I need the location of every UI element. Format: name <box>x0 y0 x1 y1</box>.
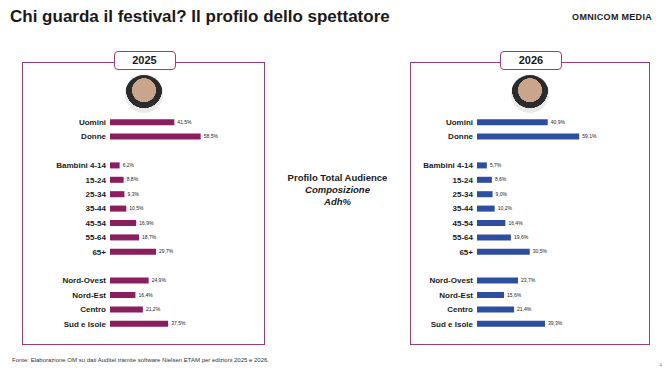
html-text:2026: 2026 <box>518 54 544 66</box>
svg-text:65+: 65+ <box>92 248 106 257</box>
html-text:Adh%: Adh% <box>324 196 351 207</box>
html-text:Fonte: Elaborazione OM su dati: Fonte: Elaborazione OM su dati Auditel t… <box>12 357 269 363</box>
svg-text:Uomini: Uomini <box>79 118 106 127</box>
svg-text:Nord-Ovest: Nord-Ovest <box>429 276 473 285</box>
svg-text:24,9%: 24,9% <box>152 277 167 283</box>
svg-text:45-54: 45-54 <box>453 219 474 228</box>
svg-text:29,7%: 29,7% <box>159 248 174 254</box>
svg-text:9,0%: 9,0% <box>496 191 508 197</box>
svg-text:Centro: Centro <box>447 305 473 314</box>
svg-text:37,5%: 37,5% <box>171 320 186 326</box>
svg-text:6,2%: 6,2% <box>123 162 135 168</box>
svg-text:Bambini 4-14: Bambini 4-14 <box>56 161 106 170</box>
svg-text:19,6%: 19,6% <box>514 234 529 240</box>
svg-text:10,5%: 10,5% <box>129 205 144 211</box>
svg-text:18,7%: 18,7% <box>142 234 157 240</box>
html-text:Chi guarda il festival? Il pro: Chi guarda il festival? Il profilo dello… <box>10 7 390 26</box>
svg-text:59,1%: 59,1% <box>582 133 597 139</box>
svg-text:Uomini: Uomini <box>446 118 473 127</box>
svg-text:30,5%: 30,5% <box>533 248 548 254</box>
svg-text:Bambini 4-14: Bambini 4-14 <box>423 161 473 170</box>
svg-text:35-44: 35-44 <box>86 204 107 213</box>
svg-text:16,4%: 16,4% <box>138 292 153 298</box>
svg-text:9,3%: 9,3% <box>127 191 139 197</box>
svg-text:16,4%: 16,4% <box>508 220 523 226</box>
svg-text:15,6%: 15,6% <box>507 292 522 298</box>
html-text:OMNICOM MEDIA: OMNICOM MEDIA <box>572 12 652 22</box>
svg-text:8,6%: 8,6% <box>495 176 507 182</box>
svg-text:Centro: Centro <box>80 305 106 314</box>
html-text:2025: 2025 <box>132 54 157 66</box>
html-text:4: 4 <box>659 362 662 368</box>
svg-text:Sud e Isole: Sud e Isole <box>64 320 107 329</box>
svg-text:Sud e Isole: Sud e Isole <box>431 320 474 329</box>
svg-text:Nord-Est: Nord-Est <box>439 291 473 300</box>
svg-text:39,3%: 39,3% <box>548 320 563 326</box>
svg-text:Nord-Est: Nord-Est <box>72 291 106 300</box>
svg-text:5,7%: 5,7% <box>490 162 502 168</box>
svg-text:35-44: 35-44 <box>453 204 474 213</box>
svg-text:55-64: 55-64 <box>86 233 107 242</box>
svg-text:45-54: 45-54 <box>86 219 107 228</box>
svg-text:25-34: 25-34 <box>453 190 474 199</box>
svg-text:23,7%: 23,7% <box>521 277 536 283</box>
svg-text:65+: 65+ <box>459 248 473 257</box>
svg-text:8,8%: 8,8% <box>127 176 139 182</box>
html-text:Composizione: Composizione <box>305 184 370 195</box>
svg-text:21,4%: 21,4% <box>517 306 532 312</box>
svg-text:15-24: 15-24 <box>86 176 107 185</box>
svg-text:55-64: 55-64 <box>453 233 474 242</box>
svg-text:58,5%: 58,5% <box>204 133 219 139</box>
svg-text:25-34: 25-34 <box>86 190 107 199</box>
svg-text:Nord-Ovest: Nord-Ovest <box>62 276 106 285</box>
svg-text:Donne: Donne <box>81 132 106 141</box>
svg-text:41,5%: 41,5% <box>177 119 192 125</box>
svg-text:21,2%: 21,2% <box>146 306 161 312</box>
html-text:Profilo Total Audience: Profilo Total Audience <box>287 172 388 183</box>
svg-text:15-24: 15-24 <box>453 176 474 185</box>
svg-text:40,9%: 40,9% <box>551 119 566 125</box>
svg-text:10,2%: 10,2% <box>498 205 513 211</box>
svg-text:Donne: Donne <box>448 132 473 141</box>
svg-text:16,9%: 16,9% <box>139 220 154 226</box>
